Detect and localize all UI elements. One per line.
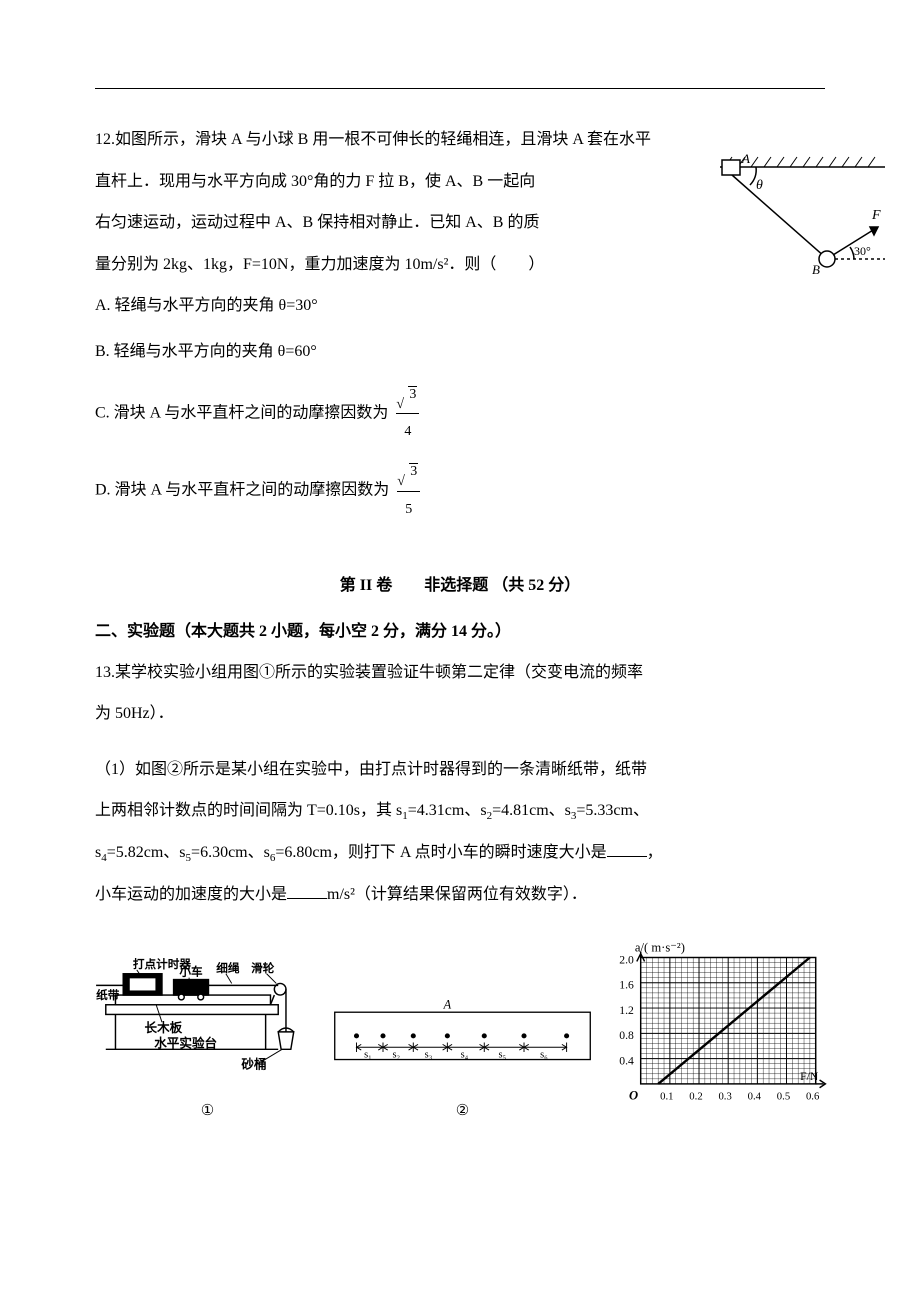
q13-p1-l3d: =6.80cm，则打下 A 点时小车的瞬时速度大小是	[275, 844, 606, 861]
q12-label-B: B	[812, 262, 820, 277]
q13-p1-l2: 上两相邻计数点的时间间隔为 T=0.10s，其 s1=4.31cm、s2=4.8…	[95, 790, 825, 832]
q13-p1-l2a: 上两相邻计数点的时间间隔为 T=0.10s，其 s	[95, 802, 402, 819]
q13-figures-row: 打点计时器 小车 细绳 滑轮 纸带 长木板 水平实验台 砂桶 ①	[95, 935, 825, 1120]
q13-p1-l3b: =5.82cm、s	[107, 844, 186, 861]
q13-p1-l3: s4=5.82cm、s5=6.30cm、s6=6.80cm，则打下 A 点时小车…	[95, 832, 825, 874]
q12-option-A: A. 轻绳与水平方向的夹角 θ=30°	[95, 285, 825, 327]
fig3-xt-0.1: 0.1	[660, 1091, 673, 1103]
q13-p1-l2b: =4.31cm、s	[408, 802, 487, 819]
q13-p1-l3c: =6.30cm、s	[191, 844, 270, 861]
fig3-xlabel: F/N	[800, 1070, 819, 1083]
fig2-s6: s₆	[540, 1050, 548, 1061]
q12-stem-line1: 12.如图所示，滑块 A 与小球 B 用一根不可伸长的轻绳相连，且滑块 A 套在…	[95, 119, 825, 161]
q12-option-C: C. 滑块 A 与水平直杆之间的动摩擦因数为 3 4	[95, 377, 825, 451]
q13-p1-l4a: 小车运动的加速度的大小是	[95, 886, 287, 903]
q12-optC-text: C. 滑块 A 与水平直杆之间的动摩擦因数为	[95, 404, 388, 421]
q13-p1-l4: 小车运动的加速度的大小是 m/s²（计算结果保留两位有效数字）．	[95, 874, 825, 916]
fig3-xt-0.4: 0.4	[748, 1091, 762, 1103]
q13-p1-l1: （1）如图②所示是某小组在实验中，由打点计时器得到的一条清晰纸带，纸带	[95, 749, 825, 791]
fig1-label-board: 长木板	[145, 1020, 183, 1035]
fig3-yt-0.4: 0.4	[619, 1055, 634, 1068]
q12-optC-fraction: 3 4	[396, 377, 419, 451]
q12-stem-line2: 直杆上．现用与水平方向成 30°角的力 F 拉 B，使 A、B 一起向	[95, 161, 825, 203]
fig2-s1: s₁	[364, 1050, 372, 1061]
q12-option-D: D. 滑块 A 与水平直杆之间的动摩擦因数为 3 5	[95, 454, 825, 528]
fig1-label-pulley: 滑轮	[251, 961, 275, 975]
q12-optD-text: D. 滑块 A 与水平直杆之间的动摩擦因数为	[95, 482, 389, 499]
q12-stem-line4: 量分别为 2kg、1kg，F=10N，重力加速度为 10m/s²．则（ ）	[95, 244, 825, 286]
fig3-xt-0.6: 0.6	[806, 1091, 820, 1103]
q12-label-30: 30°	[854, 244, 871, 258]
fig3-yt-1.6: 1.6	[619, 979, 634, 992]
q13-figure-3: a/( m·s⁻²)	[605, 940, 830, 1120]
fig2-label-A: A	[443, 998, 452, 1012]
fig3-ylabel: a/( m·s⁻²)	[635, 941, 685, 955]
fig3-xt-0.2: 0.2	[689, 1091, 702, 1103]
fig3-yt-2.0: 2.0	[619, 954, 634, 967]
fig3-xt-0.5: 0.5	[777, 1091, 790, 1103]
q13-p1-l2d: =5.33cm、	[576, 802, 649, 819]
fig3-yt-0.8: 0.8	[619, 1029, 634, 1042]
q12-optC-num: 3	[408, 386, 417, 402]
q12-option-B: B. 轻绳与水平方向的夹角 θ=60°	[95, 331, 825, 373]
q13-p1-l3e: ，	[647, 844, 663, 861]
fig3-yt-1.2: 1.2	[619, 1004, 634, 1017]
q13-p1-l2c: =4.81cm、s	[492, 802, 571, 819]
fig1-label-rope: 细绳	[216, 961, 240, 975]
q12-figure: A θ F 30° B	[720, 149, 885, 279]
q12-stem-line3: 右匀速运动，运动过程中 A、B 保持相对静止．已知 A、B 的质	[95, 202, 825, 244]
fig1-label-table: 水平实验台	[154, 1036, 217, 1051]
q13-stem-l1: 13.某学校实验小组用图①所示的实验装置验证牛顿第二定律（交变电流的频率	[95, 652, 825, 694]
fig1-label-bucket: 砂桶	[241, 1057, 266, 1072]
q13-figure-1: 打点计时器 小车 细绳 滑轮 纸带 长木板 水平实验台 砂桶 ①	[95, 935, 320, 1120]
q13-blank-1	[607, 856, 647, 857]
q13-figure-2: A s₁ s₂ s₃ s₄ s₅ s₆ ②	[330, 995, 595, 1120]
question-13: 13.某学校实验小组用图①所示的实验装置验证牛顿第二定律（交变电流的频率 为 5…	[95, 652, 825, 1121]
fig1-circle-label: ①	[95, 1101, 320, 1120]
q12-label-A: A	[741, 151, 750, 166]
q12-optD-fraction: 3 5	[397, 454, 420, 528]
fig3-origin: O	[629, 1089, 638, 1103]
section-2-header: 第 II 卷 非选择题 （共 52 分）	[95, 568, 825, 603]
fig2-s5: s₅	[498, 1050, 506, 1061]
q12-label-F: F	[871, 208, 881, 223]
q13-blank-2	[287, 898, 327, 899]
fig2-s4: s₄	[461, 1050, 469, 1061]
fig2-circle-label: ②	[330, 1101, 595, 1120]
q12-label-theta: θ	[756, 178, 763, 193]
fig2-s3: s₃	[425, 1050, 433, 1061]
q13-p1-l4b: m/s²（计算结果保留两位有效数字）．	[327, 886, 587, 903]
fig1-label-tape: 纸带	[96, 988, 120, 1002]
fig3-xt-0.3: 0.3	[718, 1091, 731, 1103]
q13-stem-l2: 为 50Hz）．	[95, 693, 825, 735]
fig1-label-cart: 小车	[178, 965, 203, 979]
q12-optD-num: 3	[409, 463, 418, 479]
fig2-s2: s₂	[392, 1050, 400, 1061]
section-2-sub: 二、实验题（本大题共 2 小题，每小空 2 分，满分 14 分。）	[95, 613, 825, 651]
question-12: 12.如图所示，滑块 A 与小球 B 用一根不可伸长的轻绳相连，且滑块 A 套在…	[95, 119, 825, 528]
top-rule	[95, 88, 825, 89]
